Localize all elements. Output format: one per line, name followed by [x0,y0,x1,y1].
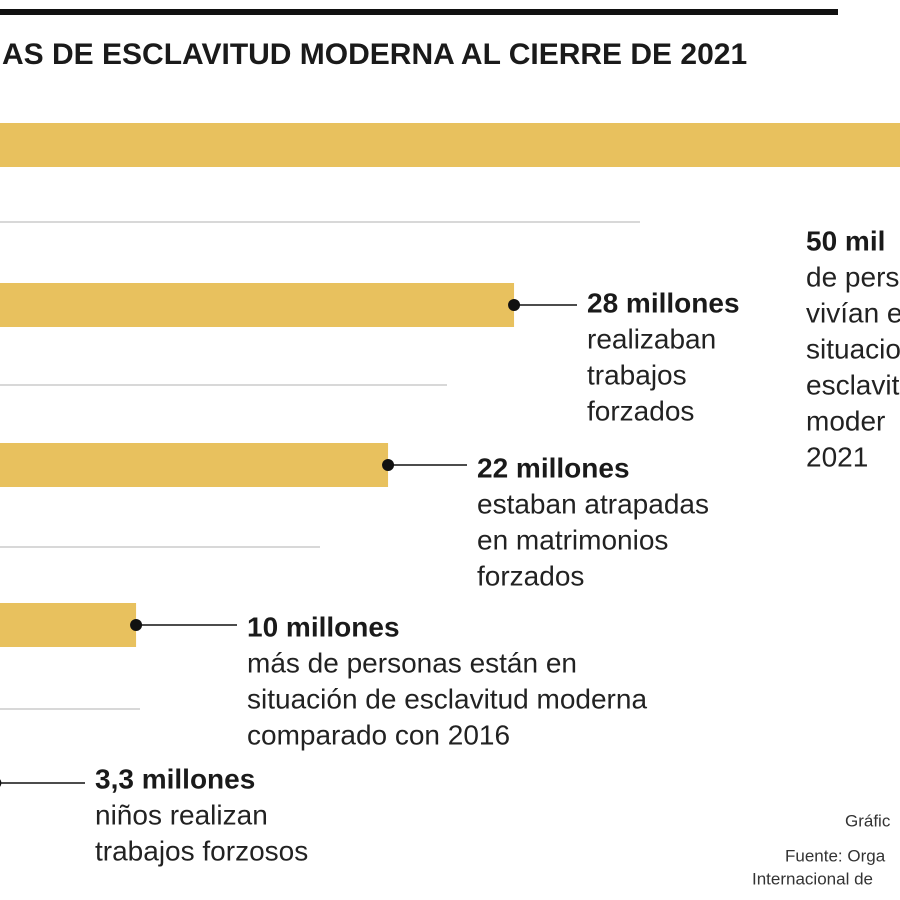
source: Fuente: Orga [785,846,886,865]
description: comparado con 2016 [247,719,510,750]
marker [0,779,2,787]
source: Internacional de [752,869,873,888]
top-rule [0,9,838,15]
value-label: 3,3 millones [95,763,255,794]
description: moder [806,405,885,436]
description: niños realizan [95,799,268,830]
description: forzados [477,560,584,591]
marker [130,619,143,631]
description: 2021 [806,441,868,472]
bar [0,123,900,167]
description: situacio [806,333,900,364]
value-label: 28 millones [587,287,740,318]
credit: Gráfic [845,811,891,830]
description: esclavit [806,369,900,400]
marker [508,299,521,311]
description: de pers [806,261,899,292]
value-label: 22 millones [477,452,630,483]
description: trabajos [587,359,687,390]
description: vivían e [806,297,900,328]
description: realizaban [587,323,716,354]
marker [382,459,395,471]
description: más de personas están en [247,647,577,678]
value-label: 50 mil [806,225,885,256]
description: en matrimonios [477,524,668,555]
value-label: 10 millones [247,611,400,642]
chart-title: AS DE ESCLAVITUD MODERNA AL CIERRE DE 20… [2,38,747,71]
description: forzados [587,395,694,426]
description: situación de esclavitud moderna [247,683,647,714]
bar [0,443,389,487]
description: estaban atrapadas [477,488,709,519]
bar [0,283,515,327]
description: trabajos forzosos [95,835,308,866]
bar [0,603,137,647]
